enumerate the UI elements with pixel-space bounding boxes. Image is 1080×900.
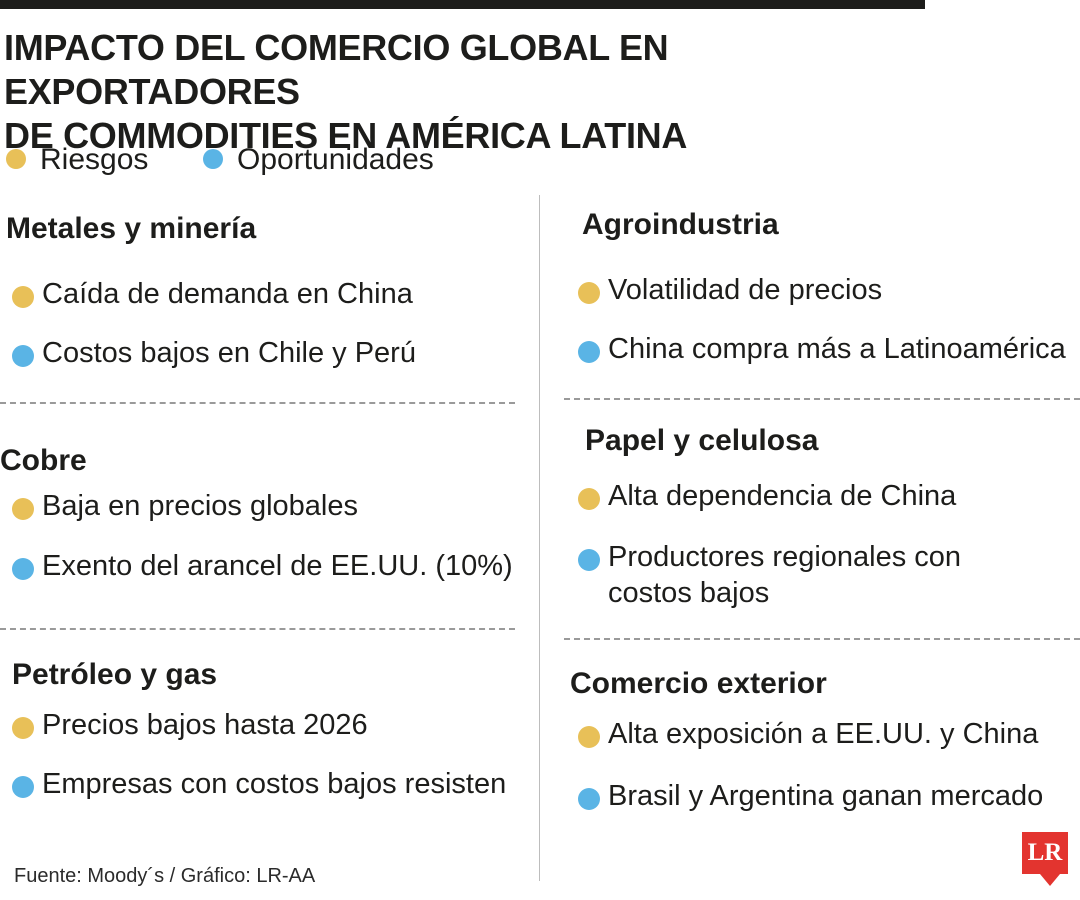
yellow-dot-icon — [12, 286, 34, 308]
yellow-dot-icon — [6, 149, 26, 170]
section-agroindustria: Agroindustria — [582, 206, 779, 244]
risk-text: Caída de demanda en China — [42, 278, 413, 310]
section-cobre: Cobre — [0, 442, 87, 480]
risk-item: Caída de demanda en China — [12, 276, 413, 312]
section-heading: Metales y minería — [6, 212, 257, 245]
opportunity-item: Productores regionales con costos bajos — [578, 539, 998, 611]
opportunity-text: China compra más a Latinoamérica — [608, 333, 1066, 365]
risk-text: Alta exposición a EE.UU. y China — [608, 718, 1039, 750]
opportunity-item: Empresas con costos bajos resisten — [12, 766, 506, 802]
dashed-divider — [564, 398, 1080, 400]
opportunity-item: Costos bajos en Chile y Perú — [12, 335, 416, 371]
title-line-1: IMPACTO DEL COMERCIO GLOBAL EN EXPORTADO… — [4, 27, 669, 112]
risk-item: Volatilidad de precios — [578, 272, 882, 308]
infographic-title: IMPACTO DEL COMERCIO GLOBAL EN EXPORTADO… — [4, 26, 964, 158]
dashed-divider — [0, 628, 515, 630]
section-comercio-exterior: Comercio exterior — [570, 665, 827, 703]
blue-dot-icon — [12, 345, 34, 367]
yellow-dot-icon — [12, 717, 34, 739]
section-heading: Cobre — [0, 444, 87, 477]
yellow-dot-icon — [578, 488, 600, 510]
legend-oportunidades: Oportunidades — [203, 140, 434, 180]
legend-riesgos: Riesgos — [6, 140, 148, 180]
risk-item: Precios bajos hasta 2026 — [12, 707, 368, 743]
section-heading: Agroindustria — [582, 208, 779, 241]
section-petroleo-y-gas: Petróleo y gas — [12, 656, 217, 694]
blue-dot-icon — [578, 788, 600, 810]
opportunity-item: Brasil y Argentina ganan mercado — [578, 778, 1043, 814]
risk-text: Volatilidad de precios — [608, 274, 883, 306]
yellow-dot-icon — [578, 726, 600, 748]
lr-logo: LR — [1022, 832, 1068, 874]
title-line-2: DE COMMODITIES EN AMÉRICA LATINA — [4, 115, 688, 156]
legend-oportunidades-label: Oportunidades — [237, 143, 434, 176]
section-metales-y-mineria: Metales y minería — [6, 210, 256, 248]
risk-item: Alta dependencia de China — [578, 478, 956, 514]
opportunity-text: Brasil y Argentina ganan mercado — [608, 780, 1044, 812]
risk-text: Baja en precios globales — [42, 490, 358, 522]
yellow-dot-icon — [578, 282, 600, 304]
legend-riesgos-label: Riesgos — [40, 143, 149, 176]
opportunity-text: Exento del arancel de EE.UU. (10%) — [42, 550, 513, 582]
risk-item: Baja en precios globales — [12, 488, 358, 524]
source-credit: Fuente: Moody´s / Gráfico: LR-AA — [14, 865, 316, 887]
opportunity-text: Productores regionales con costos bajos — [608, 541, 962, 609]
blue-dot-icon — [578, 549, 600, 571]
column-divider — [539, 195, 540, 881]
lr-logo-tail — [1040, 874, 1060, 886]
dashed-divider — [564, 638, 1080, 640]
blue-dot-icon — [12, 558, 34, 580]
risk-text: Precios bajos hasta 2026 — [42, 709, 368, 741]
section-heading: Petróleo y gas — [12, 658, 218, 691]
opportunity-item: China compra más a Latinoamérica — [578, 331, 1080, 367]
top-rule — [0, 0, 925, 9]
section-heading: Papel y celulosa — [585, 424, 819, 457]
section-heading: Comercio exterior — [570, 667, 827, 700]
blue-dot-icon — [12, 776, 34, 798]
risk-text: Alta dependencia de China — [608, 480, 957, 512]
yellow-dot-icon — [12, 498, 34, 520]
blue-dot-icon — [203, 149, 223, 170]
blue-dot-icon — [578, 341, 600, 363]
dashed-divider — [0, 402, 515, 404]
risk-item: Alta exposición a EE.UU. y China — [578, 716, 1038, 752]
opportunity-text: Costos bajos en Chile y Perú — [42, 337, 416, 369]
opportunity-text: Empresas con costos bajos resisten — [42, 768, 507, 800]
section-papel-y-celulosa: Papel y celulosa — [585, 422, 818, 460]
opportunity-item: Exento del arancel de EE.UU. (10%) — [12, 548, 513, 584]
